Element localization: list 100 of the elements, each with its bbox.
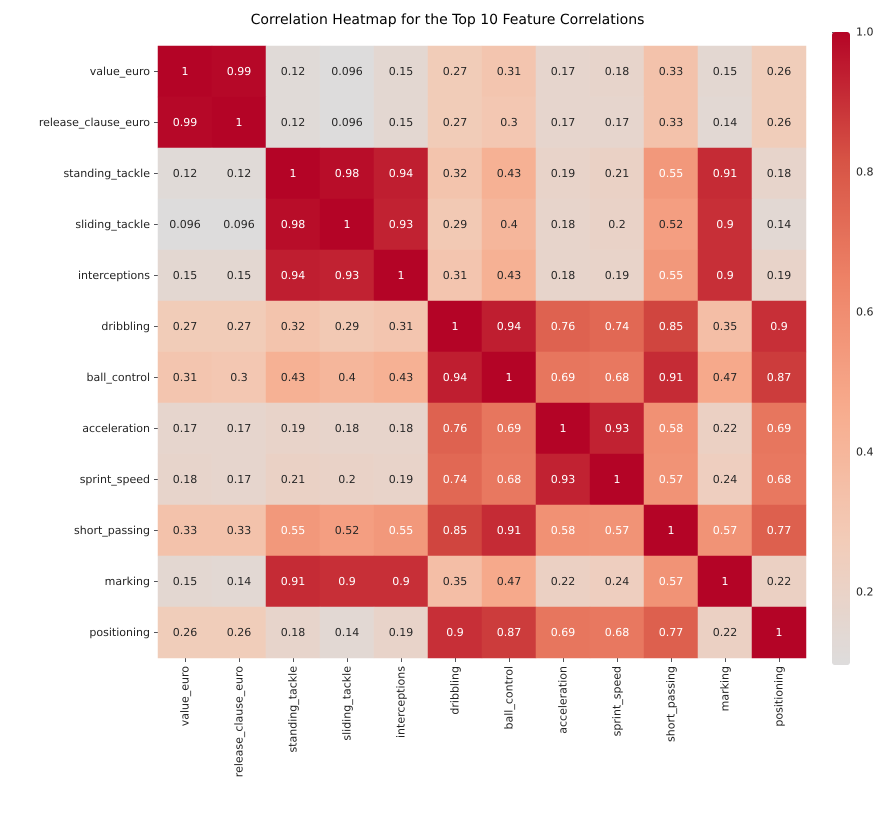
data-label: 0.9 (446, 626, 464, 639)
data-label: 0.22 (712, 626, 738, 639)
data-label: 0.29 (442, 218, 468, 231)
data-label: 0.22 (766, 575, 792, 588)
y-tick-label: acceleration (82, 422, 150, 435)
data-label: 0.69 (496, 422, 522, 435)
data-label: 0.43 (496, 269, 522, 282)
data-label: 0.35 (712, 320, 738, 333)
data-label: 0.18 (550, 218, 576, 231)
data-label: 0.35 (442, 575, 468, 588)
data-label: 0.14 (766, 218, 792, 231)
data-label: 0.12 (172, 167, 198, 180)
x-tick-label: interceptions (394, 666, 408, 738)
data-label: 0.21 (280, 473, 306, 486)
data-label: 0.57 (658, 575, 684, 588)
color-bar-label: 0.4 (856, 446, 874, 459)
data-label: 0.87 (496, 626, 522, 639)
data-label: 0.19 (604, 269, 630, 282)
data-label: 0.91 (280, 575, 306, 588)
x-tick-label: release_clause_euro (232, 666, 246, 778)
data-label: 0.3 (230, 371, 248, 384)
data-label: 0.24 (604, 575, 630, 588)
data-label: 0.93 (334, 269, 360, 282)
data-label: 1 (560, 422, 566, 435)
data-label: 0.18 (550, 269, 576, 282)
x-tick-label: marking (718, 666, 732, 712)
data-label: 0.68 (766, 473, 792, 486)
data-label: 0.17 (172, 422, 198, 435)
data-label: 1 (668, 524, 674, 537)
data-label: 0.18 (172, 473, 198, 486)
data-label: 0.55 (280, 524, 306, 537)
data-label: 0.29 (334, 320, 360, 333)
data-label: 0.85 (442, 524, 468, 537)
data-label: 0.096 (169, 218, 201, 231)
data-label: 0.76 (550, 320, 576, 333)
data-label: 0.096 (331, 116, 363, 129)
data-label: 0.26 (766, 116, 792, 129)
color-bar-label: 0.8 (856, 166, 874, 179)
data-label: 0.9 (338, 575, 356, 588)
x-tick-label: standing_tackle (286, 666, 300, 753)
data-label: 0.58 (550, 524, 576, 537)
data-label: 1 (722, 575, 728, 588)
data-label: 1 (506, 371, 512, 384)
data-label: 0.98 (334, 167, 360, 180)
data-label: 0.33 (658, 116, 684, 129)
data-label: 0.4 (338, 371, 356, 384)
data-label: 0.91 (658, 371, 684, 384)
data-label: 1 (614, 473, 620, 486)
y-tick-label: standing_tackle (63, 167, 150, 180)
data-label: 0.15 (712, 65, 738, 78)
data-label: 0.18 (766, 167, 792, 180)
data-label: 0.74 (604, 320, 630, 333)
y-tick-label: positioning (89, 626, 150, 639)
data-label: 0.33 (172, 524, 198, 537)
data-label: 0.26 (172, 626, 198, 639)
data-label: 0.99 (172, 116, 198, 129)
data-label: 0.17 (226, 473, 252, 486)
data-label: 0.15 (388, 65, 414, 78)
data-label: 0.47 (496, 575, 522, 588)
data-label: 0.26 (766, 65, 792, 78)
data-label: 0.31 (388, 320, 414, 333)
data-label: 0.93 (604, 422, 630, 435)
data-label: 0.93 (388, 218, 414, 231)
x-tick-label: short_passing (664, 666, 678, 742)
x-tick-label: positioning (772, 666, 786, 727)
data-label: 0.33 (658, 65, 684, 78)
data-label: 0.55 (388, 524, 414, 537)
data-label: 0.4 (500, 218, 518, 231)
data-label: 0.31 (172, 371, 198, 384)
data-label: 0.91 (712, 167, 738, 180)
data-label: 0.91 (496, 524, 522, 537)
data-label: 0.12 (280, 65, 306, 78)
data-label: 0.12 (226, 167, 252, 180)
data-label: 0.87 (766, 371, 792, 384)
data-label: 0.68 (496, 473, 522, 486)
x-tick-label: sliding_tackle (340, 666, 354, 741)
x-tick-label: sprint_speed (610, 666, 624, 736)
data-label: 0.99 (226, 65, 252, 78)
data-label: 0.94 (388, 167, 414, 180)
data-label: 0.18 (604, 65, 630, 78)
data-label: 0.15 (388, 116, 414, 129)
y-tick-label: value_euro (90, 65, 150, 78)
data-label: 0.33 (226, 524, 252, 537)
data-label: 0.27 (172, 320, 198, 333)
data-label: 0.19 (280, 422, 306, 435)
data-label: 0.9 (716, 218, 734, 231)
data-label: 0.55 (658, 269, 684, 282)
data-label: 0.69 (550, 371, 576, 384)
data-label: 0.68 (604, 371, 630, 384)
data-label: 0.19 (766, 269, 792, 282)
y-tick-label: dribbling (101, 320, 150, 333)
y-tick-label: interceptions (78, 269, 150, 282)
data-label: 1 (182, 65, 188, 78)
data-label: 0.18 (334, 422, 360, 435)
data-label: 0.12 (280, 116, 306, 129)
y-tick-label: ball_control (86, 371, 150, 384)
data-label: 0.24 (712, 473, 738, 486)
data-label: 0.94 (496, 320, 522, 333)
data-label: 0.47 (712, 371, 738, 384)
data-label: 1 (290, 167, 296, 180)
